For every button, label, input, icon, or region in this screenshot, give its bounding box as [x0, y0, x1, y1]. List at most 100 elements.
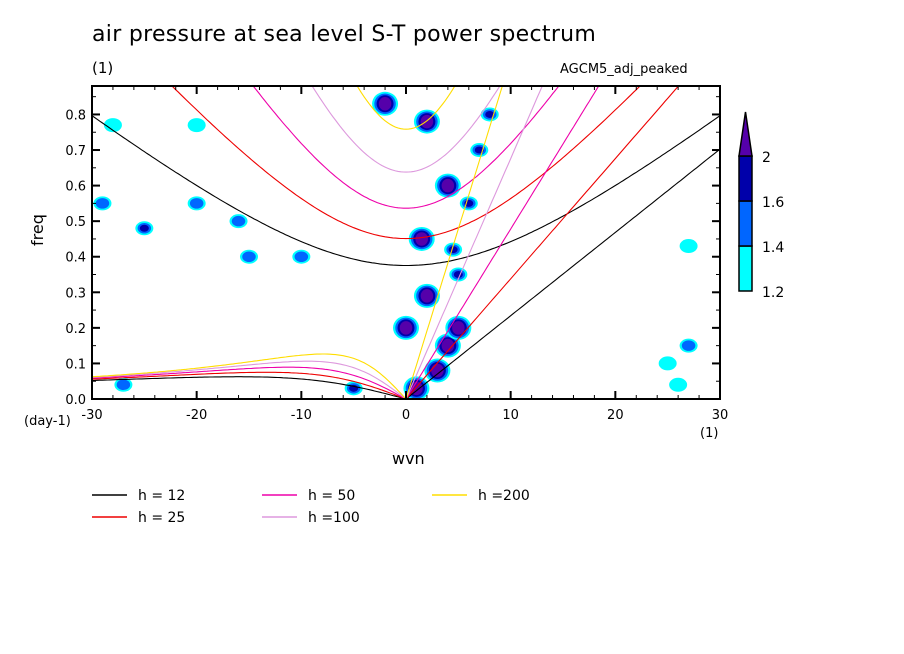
shaded-contour: [187, 118, 206, 133]
x-axis-unit: (1): [700, 426, 719, 441]
shaded-region: [413, 283, 440, 308]
y-tick-label: 0.4: [65, 251, 86, 266]
shaded-region: [658, 356, 677, 371]
dispersion-curve-ig-h12: [92, 115, 720, 267]
shaded-region: [93, 196, 112, 211]
y-tick-label: 0.1: [65, 357, 86, 372]
x-tick-label: 10: [502, 408, 519, 423]
x-axis-label: wvn: [392, 449, 425, 468]
shaded-region: [679, 239, 698, 254]
x-tick-label: 30: [712, 408, 729, 423]
x-axis-ticks: -30 -20 -10 0 10 20 30: [81, 86, 728, 423]
dispersion-curve-kel-h200: [405, 86, 503, 399]
shaded-contour: [378, 97, 392, 111]
x-tick-label: -10: [291, 408, 312, 423]
legend-item: h = 50: [262, 488, 355, 504]
x-tick-label: 0: [402, 408, 410, 423]
shaded-contour: [448, 246, 458, 254]
shaded-region: [187, 118, 206, 133]
shaded-contour: [294, 251, 309, 262]
shaded-contour: [658, 356, 677, 371]
x-tick-label: -20: [186, 408, 207, 423]
legend-item: h =100: [262, 510, 360, 526]
legend-label: h = 50: [308, 488, 355, 504]
shaded-region: [240, 249, 258, 264]
shaded-contour: [116, 379, 131, 391]
dispersion-curve-kel-h25: [405, 86, 680, 399]
shaded-contour: [485, 110, 495, 118]
colorbar-label: 2: [762, 150, 771, 166]
dispersion-curve-ig-h50: [252, 86, 560, 209]
legend-label: h = 25: [138, 510, 185, 526]
plot-frame: [91, 85, 721, 400]
y-tick-label: 0.7: [65, 144, 86, 159]
colorbar-label: 1.4: [762, 240, 784, 256]
dispersion-curve-kel-h12: [405, 148, 720, 399]
dispersion-curve-ig-h200: [356, 86, 456, 130]
power-shading: [93, 91, 698, 399]
shaded-contour: [681, 340, 696, 351]
shaded-contour: [679, 239, 698, 254]
legend-item: h = 25: [92, 510, 185, 526]
shaded-contour: [410, 381, 423, 396]
dispersion-curve-kel-h100: [405, 86, 543, 399]
dispersion-curve-er-h200: [92, 353, 407, 399]
shaded-region: [393, 315, 419, 340]
legend-label: h = 12: [138, 488, 185, 504]
shaded-region: [292, 249, 311, 264]
legend-item: h =200: [432, 488, 530, 504]
y-tick-label: 0.5: [65, 215, 86, 230]
dispersion-curve-er-h12: [92, 376, 407, 399]
y-axis-ticks: 0.0 0.1 0.2 0.3 0.4 0.5 0.6 0.7 0.8: [65, 96, 720, 408]
chart-subtitle-unit: (1): [92, 59, 114, 77]
colorbar-segment: [738, 200, 753, 247]
colorbar-label: 1.6: [762, 195, 784, 211]
legend-item: h = 12: [92, 488, 185, 504]
dispersion-curve-ig-h25: [171, 86, 641, 240]
shaded-region: [413, 109, 440, 134]
colorbar-label: 1.2: [762, 285, 784, 301]
shaded-region: [103, 118, 122, 133]
shaded-contour: [474, 146, 484, 154]
shaded-contour: [452, 321, 465, 335]
dispersion-curve-er-h50: [92, 366, 407, 399]
shaded-region: [135, 221, 154, 236]
shaded-region: [669, 377, 688, 392]
shaded-contour: [242, 251, 256, 262]
legend-label: h =100: [308, 510, 360, 526]
shaded-contour: [103, 118, 122, 133]
shaded-region: [114, 377, 133, 392]
shaded-region: [679, 338, 698, 353]
y-tick-label: 0.8: [65, 108, 86, 123]
shaded-contour: [95, 198, 110, 209]
dispersion-curve-er-h25: [92, 371, 407, 399]
shaded-contour: [231, 215, 246, 227]
shaded-contour: [139, 224, 149, 232]
shaded-region: [470, 143, 489, 158]
colorbar-segment: [738, 245, 753, 292]
shaded-contour: [669, 377, 688, 392]
shaded-region: [229, 214, 248, 229]
colorbar-segment: [738, 155, 753, 202]
shaded-region: [372, 91, 399, 116]
model-name-label: AGCM5_adj_peaked: [560, 62, 688, 77]
x-tick-label: -30: [81, 408, 102, 423]
y-tick-label: 0.0: [65, 393, 86, 408]
shaded-region: [459, 196, 478, 211]
shaded-region: [187, 196, 206, 211]
y-tick-label: 0.3: [65, 286, 86, 301]
shaded-contour: [399, 321, 413, 335]
dispersion-curves: [92, 86, 720, 399]
shaded-region: [444, 242, 463, 257]
x-tick-label: 20: [607, 408, 624, 423]
colorbar: 1.2 1.4 1.6 2: [738, 111, 784, 301]
shaded-region: [408, 226, 435, 251]
colorbar-extend-triangle: [738, 111, 753, 157]
legend-label: h =200: [478, 488, 530, 504]
y-tick-label: 0.2: [65, 322, 86, 337]
shaded-contour: [441, 178, 455, 193]
shaded-region: [434, 173, 461, 198]
dispersion-curve-ig-h100: [311, 86, 501, 173]
shaded-contour: [441, 338, 455, 353]
